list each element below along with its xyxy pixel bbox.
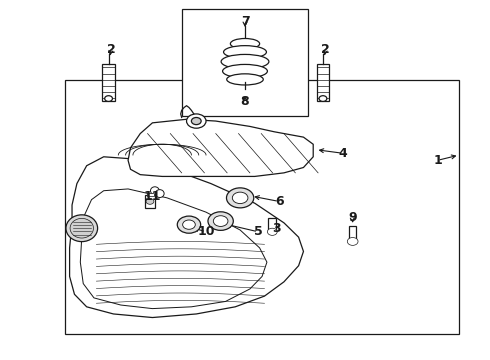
- Bar: [102, 64, 115, 102]
- Circle shape: [146, 199, 154, 204]
- Text: 6: 6: [275, 195, 283, 208]
- Text: 3: 3: [272, 222, 281, 235]
- Ellipse shape: [66, 215, 98, 242]
- Ellipse shape: [222, 64, 268, 78]
- Bar: [349, 226, 356, 241]
- Circle shape: [319, 96, 327, 102]
- Circle shape: [226, 188, 254, 208]
- Ellipse shape: [223, 46, 267, 58]
- Bar: [182, 9, 308, 116]
- Bar: [147, 193, 154, 196]
- Bar: [269, 218, 276, 232]
- Polygon shape: [128, 119, 313, 176]
- Text: 8: 8: [241, 95, 249, 108]
- Ellipse shape: [155, 190, 164, 198]
- Text: 2: 2: [107, 43, 115, 56]
- Circle shape: [347, 238, 358, 246]
- Circle shape: [192, 117, 201, 125]
- Text: 10: 10: [197, 225, 215, 238]
- Text: 1: 1: [433, 154, 442, 167]
- Ellipse shape: [70, 219, 94, 238]
- Text: 4: 4: [338, 147, 347, 160]
- Circle shape: [183, 220, 196, 229]
- Bar: [65, 80, 460, 334]
- Circle shape: [213, 216, 228, 226]
- Circle shape: [232, 192, 248, 203]
- Circle shape: [105, 96, 113, 102]
- Bar: [145, 195, 155, 208]
- Ellipse shape: [221, 54, 269, 69]
- Text: 9: 9: [348, 211, 357, 224]
- Circle shape: [208, 212, 233, 230]
- Bar: [317, 64, 329, 102]
- Ellipse shape: [230, 39, 260, 49]
- Text: 7: 7: [241, 14, 249, 27]
- Text: 5: 5: [254, 225, 263, 238]
- Text: 11: 11: [144, 190, 161, 203]
- Polygon shape: [70, 157, 303, 318]
- Polygon shape: [80, 189, 267, 309]
- Text: 2: 2: [321, 43, 330, 56]
- Ellipse shape: [227, 74, 263, 85]
- Circle shape: [187, 114, 206, 128]
- Ellipse shape: [150, 187, 159, 195]
- Circle shape: [177, 216, 201, 233]
- Circle shape: [268, 228, 277, 235]
